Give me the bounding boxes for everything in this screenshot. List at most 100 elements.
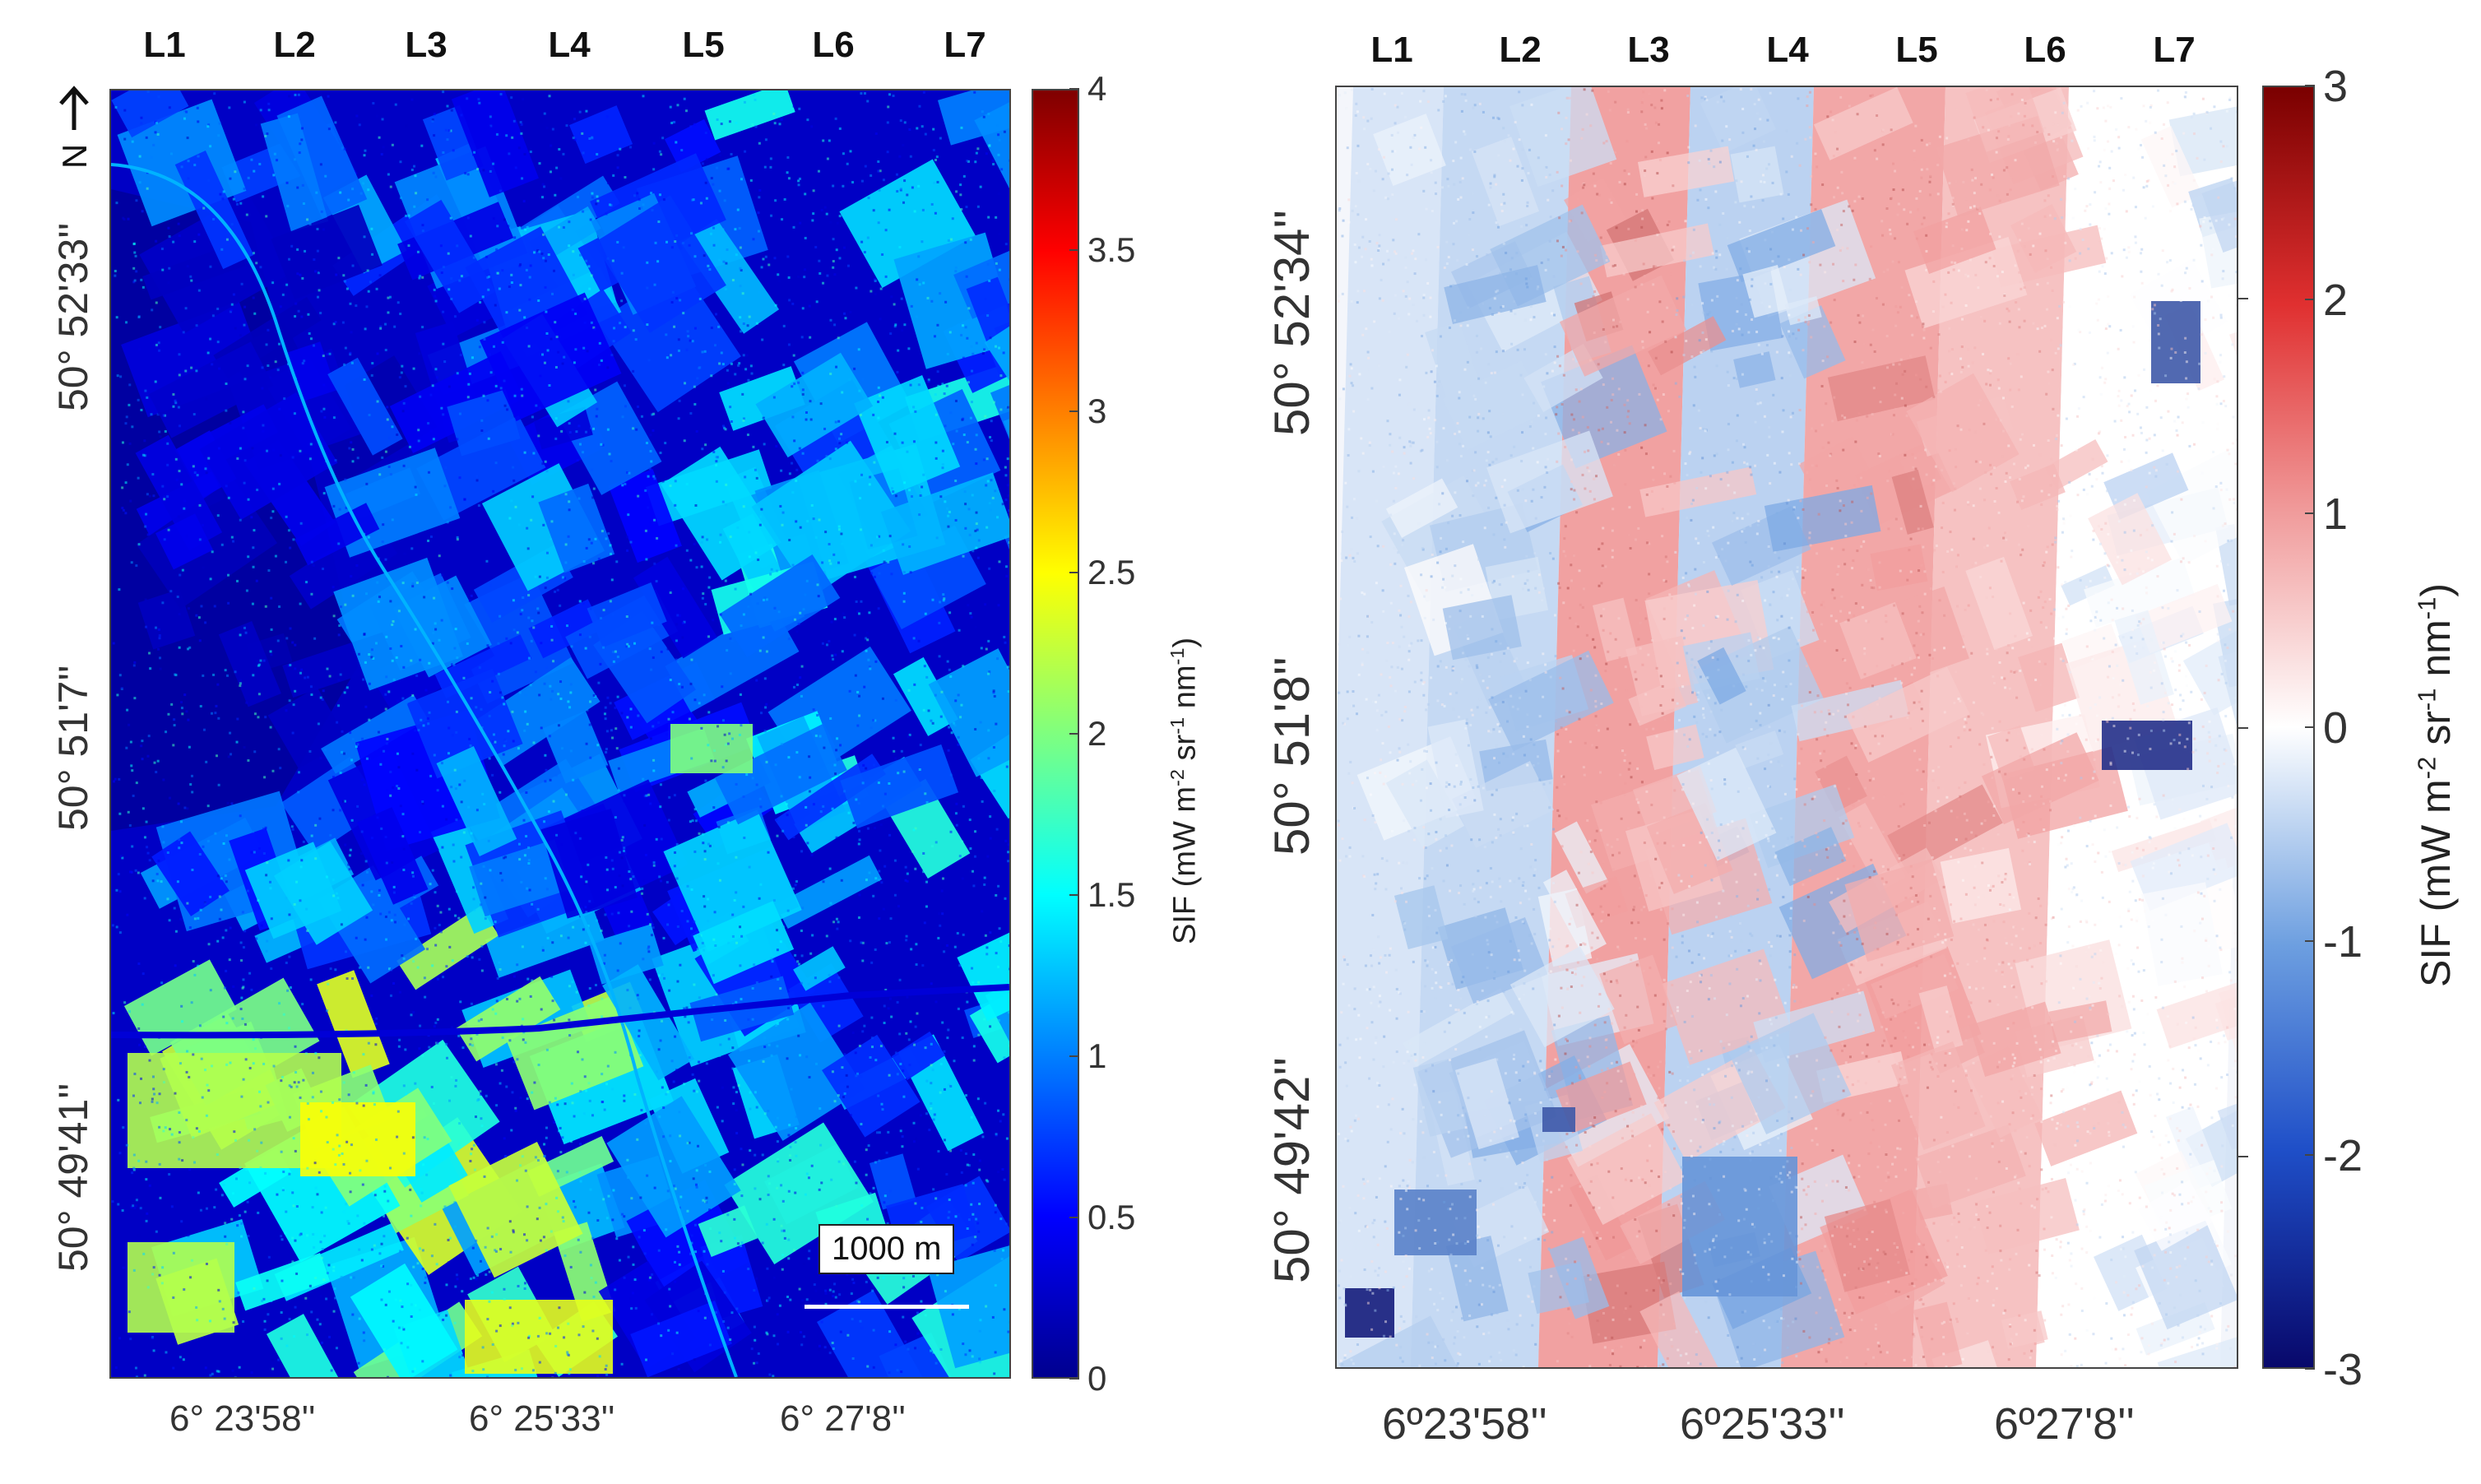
noise-pixel (855, 286, 858, 290)
noise-pixel (849, 939, 852, 943)
noise-pixel (706, 1263, 709, 1266)
field-patch (719, 554, 841, 658)
noise-pixel (345, 977, 349, 981)
noise-pixel (300, 668, 304, 671)
noise-pixel (332, 322, 336, 326)
noise-pixel (991, 159, 995, 162)
noise-pixel (202, 206, 206, 210)
noise-pixel (971, 1243, 974, 1246)
noise-pixel (299, 899, 302, 902)
noise-pixel (800, 954, 804, 958)
noise-pixel (199, 908, 202, 911)
field-patch (928, 648, 1009, 777)
noise-pixel (860, 179, 864, 183)
noise-pixel (678, 1250, 681, 1254)
noise-pixel (1630, 776, 1633, 779)
noise-pixel (753, 1289, 756, 1292)
noise-pixel (389, 994, 392, 997)
noise-pixel (448, 1099, 452, 1102)
noise-pixel (930, 1349, 933, 1352)
noise-pixel (559, 604, 562, 607)
noise-pixel (675, 297, 679, 300)
noise-pixel (605, 1083, 609, 1086)
noise-pixel (455, 1078, 458, 1082)
noise-pixel (415, 768, 419, 772)
noise-pixel (833, 1100, 837, 1103)
noise-pixel (883, 1022, 886, 1025)
noise-pixel (202, 845, 205, 848)
noise-pixel (117, 1098, 120, 1101)
noise-pixel (787, 1257, 791, 1260)
noise-pixel (296, 248, 299, 251)
noise-pixel (717, 825, 721, 828)
noise-pixel (269, 650, 272, 653)
noise-pixel (703, 858, 707, 861)
noise-pixel (738, 362, 741, 365)
noise-pixel (582, 1325, 585, 1329)
noise-pixel (757, 559, 760, 562)
noise-pixel (121, 507, 124, 510)
noise-pixel (751, 986, 754, 990)
noise-pixel (545, 1332, 549, 1335)
noise-pixel (969, 416, 972, 420)
noise-pixel (345, 287, 349, 290)
noise-pixel (517, 523, 521, 526)
noise-pixel (733, 898, 736, 902)
noise-pixel (818, 271, 822, 275)
noise-pixel (519, 1096, 522, 1099)
noise-pixel (573, 138, 577, 141)
noise-pixel (600, 616, 603, 619)
colorbar-tick-label: 2 (1087, 714, 1107, 753)
noise-pixel (609, 702, 612, 705)
noise-pixel (948, 666, 952, 670)
field-patch (1733, 351, 1776, 388)
noise-pixel (852, 821, 856, 824)
noise-pixel (219, 192, 222, 196)
noise-pixel (755, 981, 758, 984)
noise-pixel (598, 1355, 601, 1358)
noise-pixel (227, 573, 230, 577)
noise-pixel (447, 752, 450, 755)
noise-pixel (561, 576, 564, 579)
noise-pixel (348, 854, 351, 857)
noise-pixel (270, 917, 273, 921)
noise-pixel (360, 830, 364, 833)
noise-pixel (357, 652, 360, 656)
noise-pixel (707, 586, 711, 589)
high-sif-patch (128, 1242, 234, 1333)
noise-pixel (200, 1057, 203, 1060)
noise-pixel (293, 158, 296, 161)
noise-pixel (2066, 864, 2069, 867)
colorbar-tick-mark (1069, 249, 1079, 251)
noise-pixel (791, 385, 794, 388)
noise-pixel (860, 240, 864, 243)
noise-pixel (711, 1018, 714, 1022)
noise-pixel (742, 505, 745, 508)
noise-pixel (128, 1310, 131, 1314)
noise-pixel (261, 1299, 264, 1302)
noise-pixel (936, 180, 939, 183)
noise-pixel (198, 1024, 202, 1027)
noise-pixel (208, 1319, 211, 1323)
noise-pixel (596, 195, 599, 198)
noise-pixel (987, 113, 990, 116)
noise-pixel (962, 1343, 965, 1346)
noise-pixel (334, 320, 337, 323)
noise-pixel (652, 168, 656, 171)
noise-pixel (259, 109, 262, 112)
noise-pixel (725, 262, 728, 265)
noise-pixel (987, 639, 990, 642)
noise-pixel (1459, 196, 1463, 199)
highway-line (111, 984, 1009, 1039)
noise-pixel (1006, 665, 1009, 669)
noise-pixel (803, 276, 806, 279)
noise-pixel (834, 420, 837, 424)
noise-pixel (914, 827, 917, 830)
noise-pixel (1666, 560, 1669, 563)
noise-pixel (541, 353, 545, 356)
noise-pixel (1848, 914, 1852, 917)
noise-pixel (626, 471, 629, 474)
noise-pixel (376, 816, 379, 819)
noise-pixel (205, 397, 208, 401)
noise-pixel (114, 106, 118, 109)
